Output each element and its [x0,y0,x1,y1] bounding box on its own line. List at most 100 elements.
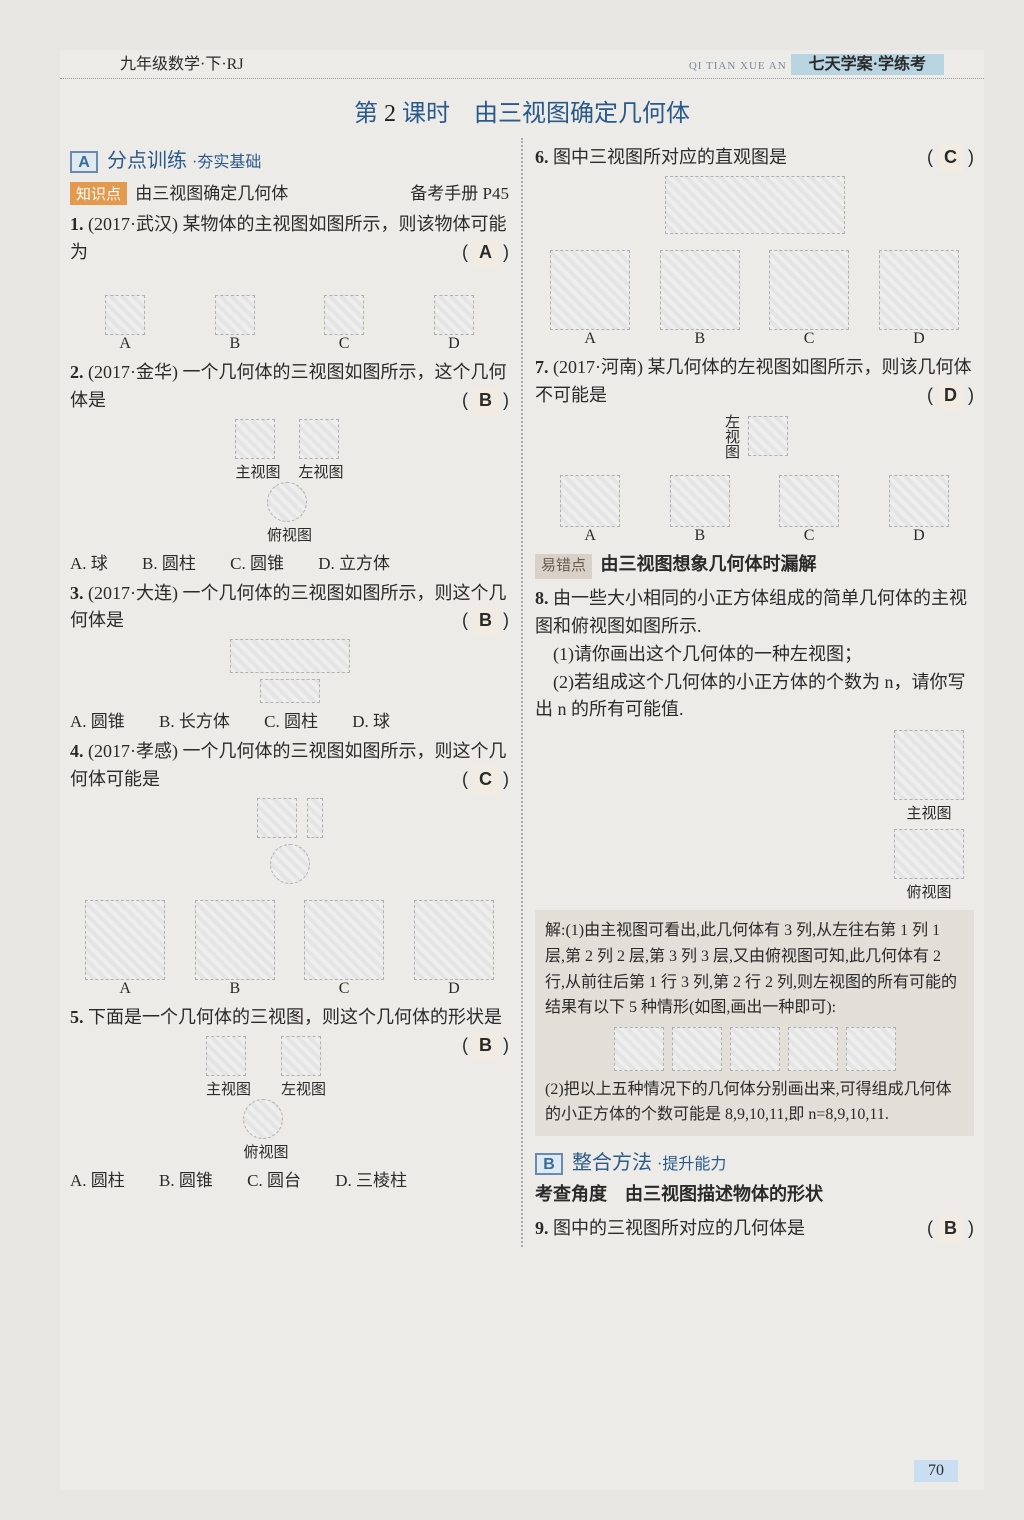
left-column: A 分点训练 ·夯实基础 知识点 由三视图确定几何体 备考手册 P45 1. (… [70,138,509,1247]
section-a-title: 分点训练 [107,150,187,172]
q3-opt-c: C. 圆柱 [264,712,318,731]
q4-answer-slot: C [462,766,509,794]
q2-top-fig [267,482,307,522]
question-2: 2. (2017·金华) 一个几何体的三视图如图所示，这个几何体是 B [70,359,509,415]
q2-answer-slot: B [462,387,509,415]
q7-source: (2017·河南) [553,357,643,377]
brand-badge: 七天学案·学练考 [791,54,944,75]
q3-opt-b: B. 长方体 [159,712,230,731]
q8-top-label: 俯视图 [894,881,964,902]
q2-front-label: 主视图 [235,461,280,482]
lesson-topic: 由三视图确定几何体 [474,101,690,127]
q3-source: (2017·大连) [88,583,178,603]
q3-answer: B [473,607,498,635]
q7-fig-b [670,475,730,527]
q7-opt-d: D [913,527,925,545]
q2-options: A. 球 B. 圆柱 C. 圆锥 D. 立方体 [70,549,509,574]
q1-opt-a: A [119,335,131,353]
question-3: 3. (2017·大连) 一个几何体的三视图如图所示，则这个几何体是 B [70,580,509,636]
q7-answer-slot: D [927,382,974,410]
q1-answer: A [473,239,498,267]
column-divider [521,138,523,1247]
q8-sol-fig-1 [614,1027,664,1071]
q5-views: 主视图 左视图 俯视图 [70,1036,462,1162]
q6-answer-slot: C [927,144,974,172]
q4-fig-d [414,900,494,980]
q1-labels: A B C D [70,335,509,353]
q4-options-figs [70,888,509,980]
q8-sol-fig-5 [846,1027,896,1071]
q4-view-2 [307,798,323,838]
angle-line: 考查角度 由三视图描述物体的形状 [535,1181,974,1209]
lesson-prefix: 第 [354,101,378,127]
section-a-banner: A 分点训练 ·夯实基础 [70,144,509,173]
section-b-sub: ·提升能力 [657,1156,726,1173]
q4-fig-c [304,900,384,980]
q5-front-label: 主视图 [206,1078,251,1099]
q6-view-fig [665,176,845,234]
q6-opt-a: A [584,330,596,348]
q2-front-fig [235,419,275,459]
header-left: 九年级数学·下·RJ [120,50,244,74]
q2-left-fig [299,419,339,459]
q7-labels: A B C D [535,527,974,545]
q6-fig-a [550,250,630,330]
q8-part1: (1)请你画出这个几何体的一种左视图； [553,644,862,664]
q5-opt-a: A. 圆柱 [70,1171,125,1190]
q3-opt-d: D. 球 [352,712,390,731]
q5-front-fig [206,1036,246,1076]
q5-opt-c: C. 圆台 [247,1171,301,1190]
q9-index: 9. [535,1218,549,1238]
q5-answer-slot: B [462,1032,509,1060]
q5-top-label: 俯视图 [243,1141,288,1162]
lesson-mid: 课时 [402,101,450,127]
header-right: QI TIAN XUE AN 七天学案·学练考 [689,50,944,74]
q6-opt-b: B [695,330,706,348]
q6-option-figs [535,238,974,330]
q7-view-label: 左视图 [721,414,742,459]
q1-index: 1. [70,214,84,234]
question-7: 7. (2017·河南) 某几何体的左视图如图所示，则该几何体不可能是 D [535,354,974,410]
q8-part2: (2)若组成这个几何体的小正方体的个数为 n，请你写出 n 的所有可能值. [535,672,966,720]
q4-fig-b [195,900,275,980]
q4-opt-b: B [230,980,241,998]
q5-left-label: 左视图 [281,1078,326,1099]
q7-opt-b: B [695,527,706,545]
q8-figures: 主视图 [535,730,964,823]
q2-source: (2017·金华) [88,362,178,382]
page-header: 九年级数学·下·RJ QI TIAN XUE AN 七天学案·学练考 [60,50,984,79]
q6-index: 6. [535,147,549,167]
q4-opt-d: D [448,980,460,998]
error-tag: 易错点 [535,554,592,579]
q7-option-figs [535,463,974,527]
question-6: 6. 图中三视图所对应的直观图是 C [535,144,974,172]
q4-views [70,798,509,884]
q5-opt-d: D. 三棱柱 [335,1171,407,1190]
q3-views [70,639,509,703]
q5-opt-b: B. 圆锥 [159,1171,213,1190]
q5-index: 5. [70,1007,84,1027]
q6-text: 图中三视图所对应的直观图是 [553,147,787,167]
kp-ref: 备考手册 P45 [410,179,509,205]
q8-top-fig [894,829,964,879]
q1-fig-c [324,295,364,335]
q7-fig-c [779,475,839,527]
q4-view-1 [257,798,297,838]
section-a-sub: ·夯实基础 [192,154,261,171]
q7-index: 7. [535,357,549,377]
question-1: 1. (2017·武汉) 某物体的主视图如图所示，则该物体可能为 A [70,211,509,267]
q6-labels: A B C D [535,330,974,348]
q6-fig-c [769,250,849,330]
section-b-banner: B 整合方法 ·提升能力 [535,1146,974,1175]
q7-fig-a [560,475,620,527]
q8-sol-lead: 解:(1)由主视图可看出,此几何体有 3 列,从左往右第 1 列 1 层,第 2… [545,922,957,1016]
q5-text: 下面是一个几何体的三视图，则这个几何体的形状是 [88,1007,502,1027]
q6-opt-d: D [913,330,925,348]
q2-opt-a: A. 球 [70,554,108,573]
q1-answer-slot: A [462,239,509,267]
header-pinyin: QI TIAN XUE AN [689,60,787,72]
kc-title: 由三视图描述物体的形状 [625,1184,823,1204]
q1-fig-b [215,295,255,335]
q5-left-fig [281,1036,321,1076]
q2-views: 主视图 左视图 俯视图 [70,419,509,545]
